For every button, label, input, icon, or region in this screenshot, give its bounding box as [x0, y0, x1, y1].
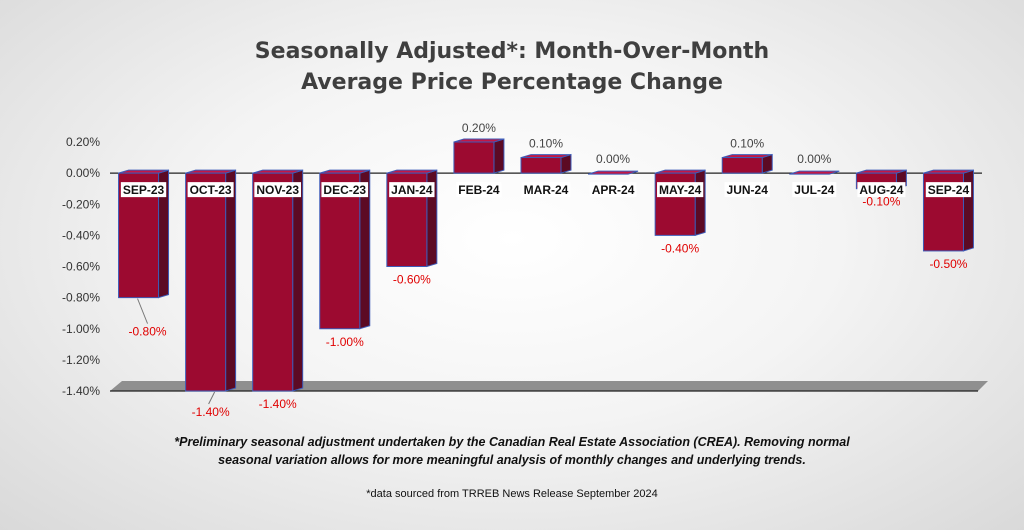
bar-jul-24 — [789, 170, 840, 175]
category-label-oct-23: OCT-23 — [187, 182, 234, 198]
data-label: -0.50% — [929, 257, 967, 271]
bar-front — [453, 141, 495, 174]
data-label: -0.10% — [862, 195, 900, 209]
category-label-bg — [254, 182, 302, 198]
footnote: *Preliminary seasonal adjustment underta… — [0, 433, 1024, 469]
bar-front — [520, 157, 562, 174]
category-label-sep-24: SEP-24 — [925, 182, 972, 198]
category-label-bg — [724, 182, 770, 198]
data-label: -1.40% — [192, 405, 230, 419]
data-label-leader — [137, 298, 149, 324]
category-label: JAN-24 — [391, 183, 433, 197]
category-label: SEP-24 — [928, 183, 970, 197]
y-tick-label: -1.40% — [62, 384, 100, 398]
bar-front — [185, 172, 227, 392]
y-tick-label: 0.00% — [66, 166, 100, 180]
bar-front — [252, 172, 294, 392]
category-label: MAY-24 — [659, 183, 702, 197]
category-label-apr-24: APR-24 — [589, 182, 637, 198]
category-label-dec-23: DEC-23 — [321, 182, 369, 198]
category-label-bg — [120, 182, 167, 198]
category-label-jan-24: JAN-24 — [389, 182, 435, 198]
category-label-aug-24: AUG-24 — [857, 182, 906, 198]
category-label-bg — [521, 182, 571, 198]
bar-may-24 — [654, 169, 706, 237]
bar-slab — [789, 170, 840, 175]
data-label: 0.00% — [797, 152, 831, 166]
category-label-bg — [389, 182, 435, 198]
category-label-jun-24: JUN-24 — [724, 182, 770, 198]
category-label-bg — [187, 182, 234, 198]
category-label-bg — [589, 182, 637, 198]
category-label: FEB-24 — [458, 183, 500, 197]
category-label: JUN-24 — [727, 183, 769, 197]
bar-apr-24 — [587, 170, 639, 175]
data-label: 0.10% — [730, 137, 764, 151]
y-tick-label: -1.20% — [62, 353, 100, 367]
category-label: OCT-23 — [190, 183, 232, 197]
y-tick-label: -0.60% — [62, 260, 100, 274]
bar-side — [694, 169, 706, 237]
data-label: 0.00% — [596, 152, 630, 166]
category-label-bg — [857, 182, 906, 198]
chart-floor — [110, 381, 988, 391]
data-label: -0.60% — [393, 273, 431, 287]
category-label-bg — [321, 182, 369, 198]
category-label-bg — [657, 182, 704, 198]
category-label-bg — [456, 182, 502, 198]
category-label-may-24: MAY-24 — [657, 182, 704, 198]
y-tick-label: -1.00% — [62, 322, 100, 336]
category-label-mar-24: MAR-24 — [521, 182, 571, 198]
category-label-feb-24: FEB-24 — [456, 182, 502, 198]
bar-dec-23 — [319, 169, 371, 330]
category-label: MAR-24 — [524, 183, 569, 197]
y-tick-label: -0.40% — [62, 228, 100, 242]
category-label: JUL-24 — [794, 183, 834, 197]
data-label: 0.20% — [462, 121, 496, 135]
bar-front — [319, 172, 361, 330]
source-note: *data sourced from TRREB News Release Se… — [366, 488, 658, 500]
bar-oct-23 — [185, 169, 237, 392]
data-label: -1.00% — [326, 335, 364, 349]
data-label: -1.40% — [259, 397, 297, 411]
bar-jun-24 — [721, 153, 773, 174]
footnote-line-1: *Preliminary seasonal adjustment underta… — [174, 435, 850, 449]
data-label: -0.40% — [661, 241, 699, 255]
category-label: DEC-23 — [323, 183, 366, 197]
bar-feb-24 — [453, 138, 505, 174]
data-label: -0.80% — [129, 325, 167, 339]
bar-nov-23 — [252, 169, 304, 392]
category-label-nov-23: NOV-23 — [254, 182, 302, 198]
category-label-sep-23: SEP-23 — [120, 182, 167, 198]
footnote-line-2: seasonal variation allows for more meani… — [218, 453, 806, 467]
bar-mar-24 — [520, 153, 572, 174]
bar-slab — [587, 170, 639, 175]
category-label-bg — [792, 182, 837, 198]
bar-front — [721, 157, 763, 174]
chart-title-line-2: Average Price Percentage Change — [301, 70, 723, 95]
bar-side — [225, 169, 237, 392]
category-label: APR-24 — [592, 183, 635, 197]
category-label-jul-24: JUL-24 — [792, 182, 837, 198]
category-label-bg — [925, 182, 972, 198]
category-label: SEP-23 — [123, 183, 165, 197]
bar-side — [493, 138, 505, 174]
category-label: NOV-23 — [256, 183, 299, 197]
data-label-leader — [208, 391, 216, 405]
bar-side — [292, 169, 304, 392]
category-label: AUG-24 — [859, 183, 903, 197]
y-tick-label: -0.80% — [62, 291, 100, 305]
chart-title: Seasonally Adjusted*: Month-Over-Month A… — [0, 36, 1024, 98]
chart-title-line-1: Seasonally Adjusted*: Month-Over-Month — [254, 39, 770, 64]
y-tick-label: 0.20% — [66, 135, 100, 149]
data-label: 0.10% — [529, 137, 563, 151]
y-tick-label: -0.20% — [62, 197, 100, 211]
